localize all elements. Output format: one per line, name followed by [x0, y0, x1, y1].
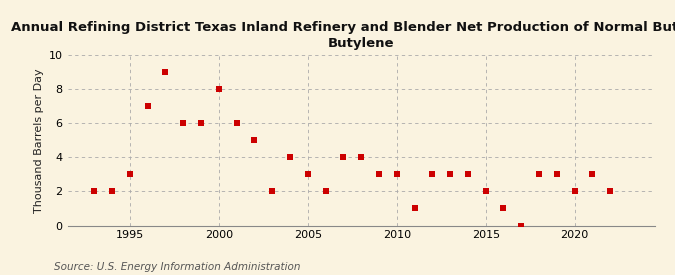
Point [124, 172, 135, 177]
Point [427, 172, 437, 177]
Title: Annual Refining District Texas Inland Refinery and Blender Net Production of Nor: Annual Refining District Texas Inland Re… [11, 21, 675, 50]
Point [142, 104, 153, 108]
Point [320, 189, 331, 194]
Point [285, 155, 296, 160]
Point [89, 189, 100, 194]
Point [392, 172, 402, 177]
Point [231, 121, 242, 125]
Point [196, 121, 207, 125]
Point [213, 87, 224, 91]
Point [409, 206, 420, 211]
Point [160, 70, 171, 74]
Point [302, 172, 313, 177]
Point [267, 189, 277, 194]
Point [373, 172, 384, 177]
Point [551, 172, 562, 177]
Point [498, 206, 509, 211]
Point [534, 172, 545, 177]
Point [107, 189, 117, 194]
Point [516, 223, 526, 228]
Point [249, 138, 260, 142]
Text: Source: U.S. Energy Information Administration: Source: U.S. Energy Information Administ… [54, 262, 300, 272]
Point [605, 189, 616, 194]
Point [462, 172, 473, 177]
Point [338, 155, 349, 160]
Point [587, 172, 598, 177]
Point [569, 189, 580, 194]
Y-axis label: Thousand Barrels per Day: Thousand Barrels per Day [34, 68, 45, 213]
Point [356, 155, 367, 160]
Point [178, 121, 188, 125]
Point [481, 189, 491, 194]
Point [445, 172, 456, 177]
